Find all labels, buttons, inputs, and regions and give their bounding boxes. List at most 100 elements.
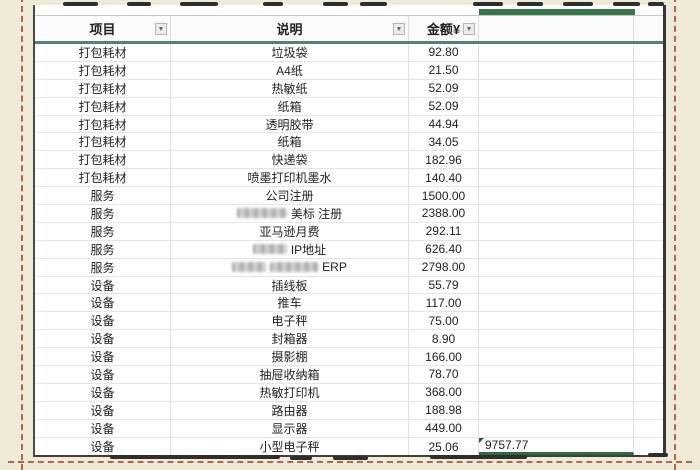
cell-category[interactable]: 设备 — [35, 294, 171, 312]
cell-category[interactable]: 服务 — [35, 258, 171, 276]
cell-empty[interactable] — [634, 312, 663, 329]
cell-category[interactable]: 设备 — [35, 366, 171, 383]
cell-empty[interactable] — [634, 402, 663, 419]
cell-category[interactable]: 设备 — [35, 419, 171, 437]
cell-description[interactable]: 喷墨打印机墨水 — [171, 169, 409, 187]
cell-description[interactable]: 小型电子秤 — [171, 437, 409, 456]
cell-empty[interactable] — [634, 241, 663, 258]
column-header-description[interactable]: 说明 ▼ — [171, 16, 409, 41]
cell-empty[interactable] — [479, 44, 634, 61]
cell-amount[interactable]: 34.05 — [409, 133, 479, 151]
cell-description[interactable]: 推车 — [171, 294, 409, 312]
cell-empty[interactable] — [634, 366, 663, 383]
cell-description[interactable]: 垃圾袋 — [171, 44, 409, 61]
cell-amount[interactable]: 1500.00 — [409, 187, 479, 205]
cell-amount[interactable]: 2388.00 — [409, 205, 479, 222]
cell-description[interactable]: A4纸 — [171, 61, 409, 79]
cell-description[interactable]: 抽屉收纳箱 — [171, 366, 409, 383]
column-header-amount[interactable]: 金额¥ ▼ — [409, 16, 479, 41]
cell-empty[interactable] — [479, 276, 634, 294]
cell-description[interactable]: 快递袋 — [171, 151, 409, 169]
cell-empty[interactable] — [479, 366, 634, 383]
cell-grand-total[interactable]: 9757.77 — [479, 437, 634, 456]
cell-description[interactable]: IP地址 — [171, 240, 409, 258]
cell-empty[interactable] — [634, 187, 663, 204]
cell-category[interactable]: 设备 — [35, 330, 171, 348]
cell-empty[interactable] — [479, 187, 634, 205]
cell-empty[interactable] — [479, 419, 634, 437]
cell-description[interactable]: ERP — [171, 258, 409, 276]
cell-empty[interactable] — [479, 258, 634, 276]
cell-amount[interactable]: 188.98 — [409, 401, 479, 419]
column-header-spare[interactable] — [634, 16, 663, 41]
cell-amount[interactable]: 52.09 — [409, 97, 479, 115]
cell-empty[interactable] — [634, 62, 663, 79]
cell-amount[interactable]: 140.40 — [409, 169, 479, 187]
cell-amount[interactable]: 52.09 — [409, 79, 479, 97]
cell-category[interactable]: 服务 — [35, 205, 171, 222]
cell-amount[interactable]: 8.90 — [409, 330, 479, 348]
cell-amount[interactable]: 92.80 — [409, 44, 479, 61]
cell-empty[interactable] — [479, 222, 634, 240]
cell-empty[interactable] — [479, 151, 634, 169]
cell-empty[interactable] — [634, 420, 663, 437]
cell-description[interactable]: 公司注册 — [171, 187, 409, 205]
cell-description[interactable]: 纸箱 — [171, 97, 409, 115]
cell-empty[interactable] — [479, 330, 634, 348]
cell-empty[interactable] — [479, 61, 634, 79]
cell-description[interactable]: 封箱器 — [171, 330, 409, 348]
cell-empty[interactable] — [479, 348, 634, 366]
cell-empty[interactable] — [479, 383, 634, 401]
cell-category[interactable]: 设备 — [35, 276, 171, 294]
column-header-item[interactable]: 项目 ▼ — [35, 16, 171, 41]
cell-category[interactable]: 设备 — [35, 437, 171, 456]
cell-description[interactable]: 美标 注册 — [171, 205, 409, 222]
filter-dropdown-button[interactable]: ▼ — [155, 22, 167, 35]
cell-empty[interactable] — [634, 294, 663, 311]
cell-empty[interactable] — [479, 312, 634, 330]
cell-description[interactable]: 路由器 — [171, 401, 409, 419]
cell-empty[interactable] — [634, 384, 663, 401]
cell-empty[interactable] — [634, 151, 663, 168]
cell-empty[interactable] — [479, 240, 634, 258]
cell-description[interactable]: 摄影棚 — [171, 348, 409, 366]
cell-category[interactable]: 服务 — [35, 240, 171, 258]
cell-empty[interactable] — [634, 348, 663, 365]
cell-empty[interactable] — [634, 133, 663, 150]
cell-empty[interactable] — [634, 169, 663, 186]
cell-empty[interactable] — [479, 294, 634, 312]
cell-category[interactable]: 打包耗材 — [35, 79, 171, 97]
filter-dropdown-button[interactable]: ▼ — [393, 22, 405, 35]
column-header-total[interactable] — [479, 16, 634, 41]
cell-empty[interactable] — [479, 133, 634, 151]
filter-dropdown-button[interactable]: ▼ — [463, 22, 475, 35]
cell-empty[interactable] — [634, 223, 663, 240]
cell-description[interactable]: 透明胶带 — [171, 115, 409, 133]
cell-amount[interactable]: 182.96 — [409, 151, 479, 169]
cell-category[interactable]: 打包耗材 — [35, 44, 171, 61]
cell-category[interactable]: 设备 — [35, 401, 171, 419]
cell-amount[interactable]: 626.40 — [409, 240, 479, 258]
cell-category[interactable]: 打包耗材 — [35, 61, 171, 79]
cell-amount[interactable]: 292.11 — [409, 222, 479, 240]
cell-category[interactable]: 设备 — [35, 312, 171, 330]
cell-category[interactable]: 打包耗材 — [35, 97, 171, 115]
cell-amount[interactable]: 78.70 — [409, 366, 479, 383]
cell-amount[interactable]: 368.00 — [409, 383, 479, 401]
cell-amount[interactable]: 25.06 — [409, 437, 479, 456]
cell-empty[interactable] — [634, 44, 663, 61]
cell-description[interactable]: 热敏打印机 — [171, 383, 409, 401]
cell-amount[interactable]: 55.79 — [409, 276, 479, 294]
cell-amount[interactable]: 166.00 — [409, 348, 479, 366]
cell-empty[interactable] — [634, 116, 663, 133]
cell-empty[interactable] — [634, 80, 663, 97]
cell-amount[interactable]: 117.00 — [409, 294, 479, 312]
cell-description[interactable]: 插线板 — [171, 276, 409, 294]
cell-empty[interactable] — [479, 169, 634, 187]
cell-category[interactable]: 打包耗材 — [35, 151, 171, 169]
cell-amount[interactable]: 75.00 — [409, 312, 479, 330]
cell-empty[interactable] — [634, 205, 663, 222]
cell-empty[interactable] — [479, 97, 634, 115]
cell-empty[interactable] — [634, 98, 663, 115]
cell-category[interactable]: 服务 — [35, 222, 171, 240]
